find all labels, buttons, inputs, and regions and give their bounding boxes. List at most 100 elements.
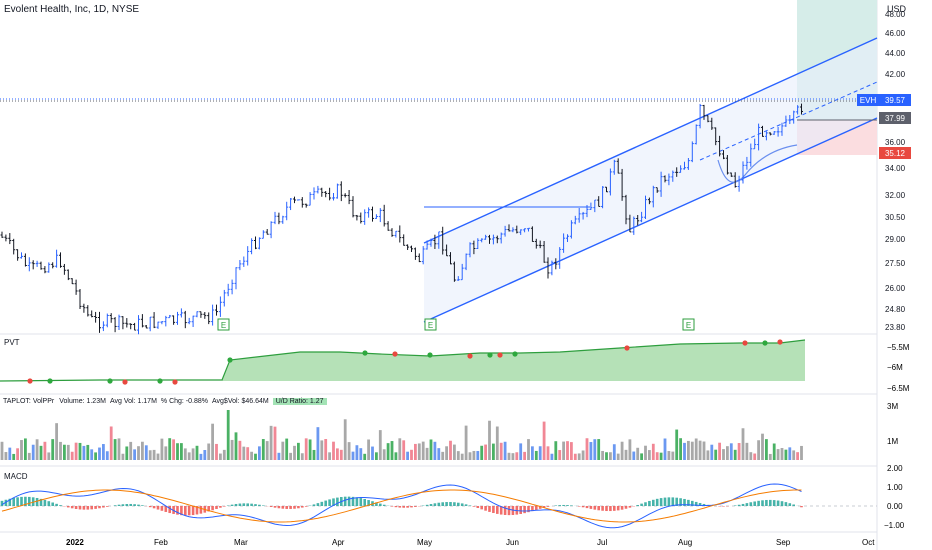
macd-histogram-bar: [156, 506, 160, 510]
volume-bar: [441, 451, 445, 460]
volume-bar: [16, 448, 19, 460]
volume-bar: [495, 426, 499, 460]
volume-bar: [659, 452, 663, 460]
price-axis[interactable]: 48.0046.0044.0042.0038.0036.0034.0032.00…: [885, 10, 906, 332]
channel-lower-line[interactable]: [423, 117, 878, 323]
volume-bar: [577, 453, 581, 460]
volume-bar: [698, 440, 702, 460]
volume-bar: [195, 445, 199, 460]
macd-histogram-bar: [390, 506, 394, 507]
macd-histogram-bar: [382, 504, 386, 506]
volume-bar: [768, 453, 772, 460]
volume-bar: [800, 445, 803, 460]
macd-histogram-bar: [449, 502, 452, 506]
macd-histogram-bar: [277, 506, 281, 509]
macd-histogram-bar: [784, 502, 788, 506]
volume-bar: [722, 449, 725, 460]
macd-histogram-bar: [776, 500, 780, 506]
volume-bar: [8, 447, 12, 460]
volume-bar: [601, 450, 604, 460]
macd-line: [1, 483, 802, 529]
macd-histogram-bar: [359, 498, 363, 506]
volume-bar: [792, 450, 796, 460]
macd-histogram-bar: [737, 504, 741, 506]
volume-bar: [449, 440, 452, 460]
volume-bar: [745, 442, 749, 460]
macd-histogram-bar: [468, 505, 472, 506]
volume-bar: [183, 448, 187, 460]
macd-histogram-bar: [652, 499, 655, 506]
volume-bar: [304, 438, 308, 460]
macd-histogram-bar: [433, 503, 437, 506]
volume-bar: [538, 446, 542, 460]
earnings-marker[interactable]: E: [217, 318, 230, 331]
volume-bar: [772, 443, 776, 460]
volume-bar: [51, 439, 55, 460]
macd-histogram-bar: [121, 504, 125, 506]
macd-histogram-bar: [281, 506, 285, 509]
macd-histogram-bar: [0, 500, 4, 506]
entry-badge-value: 37.99: [885, 114, 906, 123]
volume-bar: [273, 426, 277, 460]
macd-histogram-bar: [379, 503, 382, 506]
volume-bar: [316, 427, 320, 460]
macd-histogram-bar: [152, 506, 156, 509]
volume-bar: [523, 451, 526, 460]
macd-axis-label: 0.00: [887, 502, 903, 511]
price-tick-label: 26.00: [885, 284, 906, 293]
pvt-marker: [107, 378, 113, 384]
volume-bar: [187, 452, 191, 460]
macd-histogram-bar: [519, 506, 522, 514]
macd-histogram-bar: [184, 506, 187, 516]
volume-bar: [133, 449, 136, 460]
volume-bar: [620, 441, 624, 460]
pvt-line[interactable]: [0, 339, 806, 382]
volume-bar: [632, 451, 636, 460]
volume-bar: [355, 445, 359, 460]
volume-bar: [199, 453, 203, 460]
earnings-marker[interactable]: E: [682, 318, 695, 331]
volume-bar: [406, 451, 409, 460]
cup-pattern-curve[interactable]: [717, 144, 798, 183]
volume-bar: [585, 438, 589, 460]
macd-histogram-bar: [43, 499, 47, 506]
volume-bar: [414, 443, 417, 460]
macd-histogram-bar: [187, 506, 191, 516]
earnings-marker[interactable]: E: [424, 318, 437, 331]
macd-histogram-bar: [757, 500, 760, 506]
macd-histogram-bar: [453, 502, 456, 506]
channel-mid-line[interactable]: [699, 81, 878, 161]
volume-bar: [386, 443, 390, 460]
time-label: Jun: [506, 538, 519, 547]
volume-bar: [269, 425, 273, 460]
pvt-marker: [227, 357, 233, 363]
volume-bar: [258, 446, 261, 460]
symbol-title[interactable]: Evolent Health, Inc, 1D, NYSE: [4, 4, 140, 15]
macd-histogram-bar: [613, 506, 616, 511]
volume-bar: [144, 445, 148, 460]
macd-histogram-bar: [246, 503, 249, 506]
price-tick-label: 24.80: [885, 305, 906, 314]
macd-histogram-bar: [367, 500, 370, 506]
macd-histogram-bar: [28, 496, 31, 506]
volume-bar: [776, 449, 780, 460]
macd-histogram-bar: [168, 506, 171, 514]
time-axis[interactable]: 2022 Feb Mar Apr May Jun Jul Aug Sep Oct: [66, 538, 875, 547]
avg-dollar-volume-stat: Avg$Vol: $46.64M: [212, 398, 269, 405]
volume-bar: [43, 441, 47, 460]
pvt-markers: [27, 339, 783, 385]
macd-label[interactable]: MACD: [4, 472, 28, 481]
macd-histogram-bar: [663, 497, 667, 506]
volume-bar: [562, 441, 565, 460]
volume-bar: [644, 445, 647, 460]
channel-upper-line[interactable]: [423, 37, 878, 244]
pvt-label[interactable]: PVT: [4, 338, 20, 347]
macd-histogram-bar: [800, 506, 803, 508]
volume-legend[interactable]: TAPLOT: VolPPr Volume: 1.23M Avg Vol: 1.…: [2, 398, 327, 405]
macd-histogram-bar: [616, 506, 620, 511]
volume-bar: [66, 444, 70, 460]
volume-bar: [332, 441, 335, 460]
volume-bar: [250, 451, 253, 460]
macd-histogram-bar: [620, 506, 624, 510]
